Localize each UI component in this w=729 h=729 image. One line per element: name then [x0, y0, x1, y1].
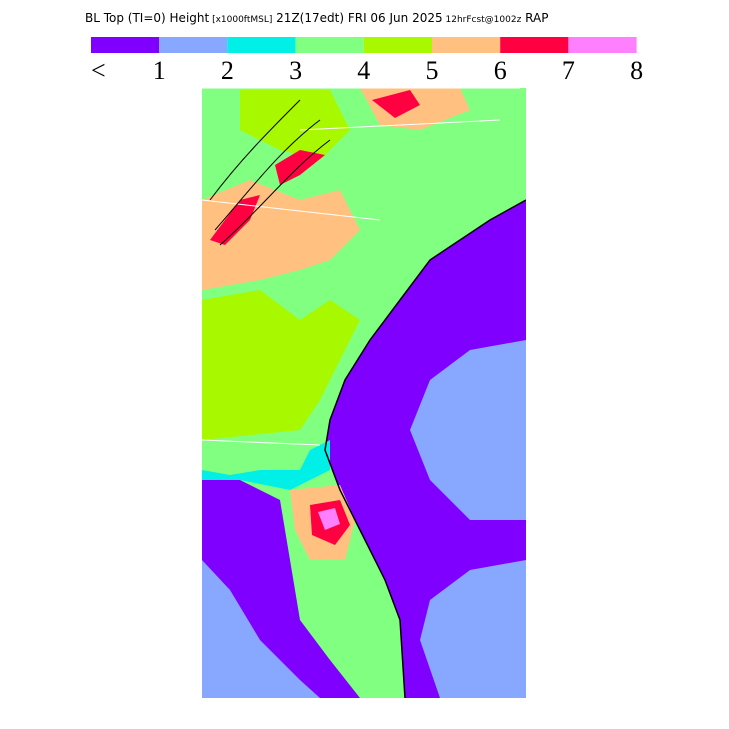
legend-label: 7: [562, 56, 575, 85]
legend-label: 5: [426, 56, 439, 85]
region: [420, 560, 526, 698]
region: [318, 508, 340, 530]
contour: [209, 99, 331, 246]
region: [202, 290, 360, 440]
coastline: [324, 199, 526, 698]
legend-swatch: [568, 37, 637, 53]
legend-swatch: [227, 37, 296, 53]
region: [275, 150, 325, 185]
legend-swatch: [363, 37, 432, 53]
region: [210, 195, 260, 245]
region: [372, 90, 420, 118]
legend-label: 4: [357, 56, 370, 85]
region: [240, 90, 350, 160]
legend-label: 1: [153, 56, 166, 85]
border: [202, 88, 520, 446]
title-segment: [x1000ftMSL]: [209, 15, 272, 25]
title-segment: 12hrFcst@1002z: [443, 15, 522, 25]
header: BL Top (TI=0) Height [x1000ftMSL] 21Z(17…: [85, 11, 548, 25]
region: [202, 560, 320, 698]
legend-swatch: [159, 37, 228, 53]
title-segment: BL Top (TI=0) Height: [85, 11, 209, 25]
legend-label: <: [91, 56, 106, 85]
map: [202, 88, 526, 698]
title: BL Top (TI=0) Height [x1000ftMSL] 21Z(17…: [85, 11, 548, 25]
color-legend: <1 2 3 4 5 6 7 8: [91, 37, 643, 85]
title-segment: 21Z(17edt): [272, 11, 344, 25]
legend-label: 6: [494, 56, 507, 85]
title-segment: FRI 06 Jun 2025: [344, 11, 443, 25]
region: [202, 440, 330, 490]
legend-label: 2: [221, 56, 234, 85]
region: [410, 340, 526, 520]
legend-label: 3: [289, 56, 302, 85]
legend-swatch: [500, 37, 569, 53]
legend-label: 8: [630, 56, 643, 85]
legend-swatch: [295, 37, 364, 53]
title-segment: RAP: [521, 11, 548, 25]
legend-swatch: [432, 37, 501, 53]
legend-swatch: [91, 37, 160, 53]
